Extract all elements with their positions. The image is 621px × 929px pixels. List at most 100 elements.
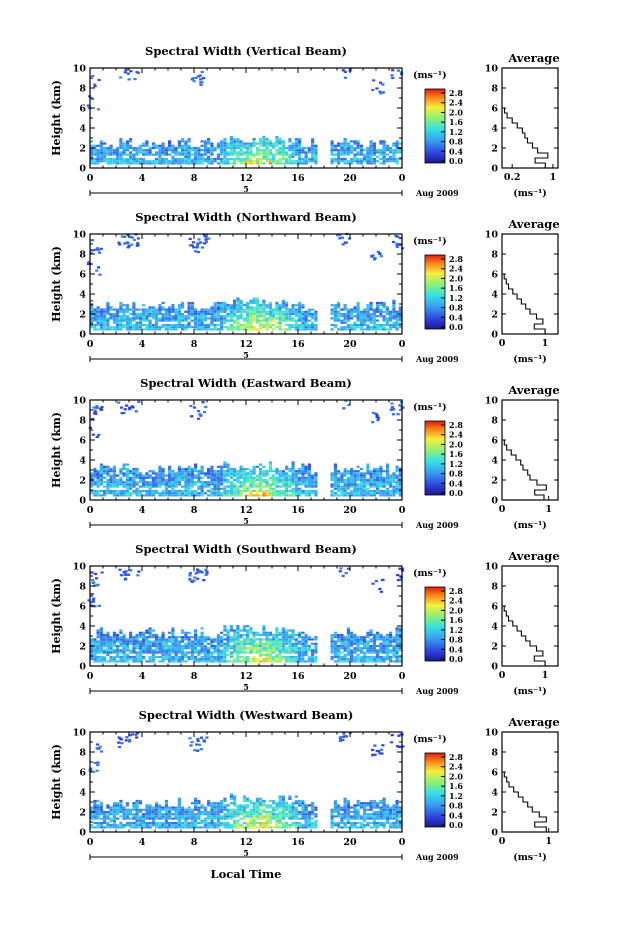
heatmap-cell <box>262 151 266 154</box>
heatmap-cell <box>90 308 94 311</box>
heatmap-cell <box>190 649 194 652</box>
heatmap-cell <box>275 633 279 637</box>
heatmap-cell <box>184 155 188 158</box>
heatmap-cell <box>344 399 348 402</box>
heatmap-cell <box>196 568 200 571</box>
heatmap-cell <box>265 470 269 473</box>
heatmap-cell <box>330 638 334 641</box>
heatmap-cell <box>158 655 162 659</box>
heatmap-cell <box>376 151 380 154</box>
heatmap-cell <box>148 492 152 495</box>
heatmap-cell <box>201 401 205 404</box>
heatmap-cell <box>307 315 311 318</box>
heatmap-cell <box>268 655 272 659</box>
colorbar-tick-label: 2.8 <box>449 88 463 98</box>
heatmap-cell <box>192 406 197 409</box>
heatmap-cell <box>379 301 383 305</box>
heatmap-cell <box>151 306 155 309</box>
heatmap-cell <box>395 321 399 324</box>
heatmap-cell <box>379 636 383 639</box>
heatmap-cell <box>171 157 175 161</box>
heatmap-cell <box>226 489 230 493</box>
heatmap-cell <box>90 824 94 827</box>
heatmap-cell <box>259 472 263 475</box>
heatmap-cell <box>112 660 116 663</box>
heatmap-cell <box>379 91 384 94</box>
heatmap-cell <box>343 467 347 471</box>
heatmap-cell <box>109 326 113 329</box>
heatmap-cell <box>177 658 181 661</box>
heatmap-cell <box>187 489 191 493</box>
heatmap-cell <box>252 299 256 302</box>
heatmap-cell <box>379 647 383 650</box>
heatmap-cell <box>203 810 207 814</box>
heatmap-cell <box>148 483 152 486</box>
heatmap-cell <box>278 642 282 645</box>
heatmap-cell <box>177 310 181 313</box>
heatmap-cell <box>132 308 136 311</box>
heatmap-cell <box>142 162 146 165</box>
heatmap-cell <box>343 642 347 645</box>
avg-profile-line <box>503 274 554 335</box>
heatmap-cell <box>155 315 159 318</box>
heatmap-cell <box>374 580 378 583</box>
heatmap-cell <box>301 146 305 150</box>
heatmap-cell <box>158 151 162 154</box>
heatmap-cell <box>125 467 129 471</box>
heatmap-cell <box>389 651 393 654</box>
heatmap-cell <box>236 321 240 324</box>
heatmap-cell <box>259 310 263 313</box>
heatmap-cell <box>125 160 129 163</box>
heatmap-cell <box>138 821 142 825</box>
heatmap-cell <box>385 160 389 163</box>
heatmap-cell <box>174 642 178 645</box>
heatmap-cell <box>204 405 208 408</box>
heatmap-cell <box>392 155 396 158</box>
heatmap-cell <box>200 246 205 249</box>
heatmap-cell <box>252 658 256 661</box>
heatmap-cell <box>187 306 191 309</box>
heatmap-cell <box>398 567 402 570</box>
heatmap-cell <box>210 651 214 654</box>
heatmap-cell <box>184 485 188 488</box>
avg-title: Average <box>507 383 559 397</box>
heatmap-cell <box>158 494 162 497</box>
heatmap-cell <box>190 658 194 661</box>
colorbar-tick-label: 2.0 <box>449 273 463 283</box>
heatmap-cell <box>112 151 116 154</box>
heatmap-cell <box>220 476 224 479</box>
heatmap-cell <box>158 472 162 475</box>
heatmap-cell <box>242 146 246 150</box>
heatmap-cell <box>272 319 276 322</box>
heatmap-cell <box>338 237 342 240</box>
heatmap-cell <box>164 653 168 656</box>
heatmap-cell <box>220 304 224 307</box>
heatmap-cell <box>246 160 250 163</box>
heatmap-cell <box>242 153 246 156</box>
heatmap-cell <box>122 489 126 493</box>
heatmap-cell <box>90 157 94 161</box>
heatmap-cell <box>347 237 351 240</box>
heatmap-cell <box>171 826 175 829</box>
heatmap-cell <box>187 658 191 661</box>
heatmap-cell <box>298 157 302 161</box>
heatmap-cell <box>272 483 276 486</box>
heatmap-cell <box>197 821 201 825</box>
heatmap-cell <box>395 653 399 656</box>
heatmap-cell <box>168 308 172 311</box>
heatmap-cell <box>343 660 347 663</box>
heatmap-cell <box>239 465 243 468</box>
heatmap-cell <box>116 153 120 156</box>
heatmap-cell <box>168 651 172 654</box>
heatmap-cell <box>376 467 380 471</box>
heatmap-cell <box>236 326 240 329</box>
heatmap-cell <box>291 636 295 639</box>
heatmap-cell <box>207 140 211 143</box>
heatmap-cell <box>226 633 230 637</box>
heatmap-cell <box>278 319 282 322</box>
heatmap-cell <box>392 323 396 327</box>
heatmap-cell <box>132 304 136 307</box>
heatmap-cell <box>93 799 97 803</box>
heatmap-cell <box>190 819 194 822</box>
heatmap-cell <box>190 651 194 654</box>
